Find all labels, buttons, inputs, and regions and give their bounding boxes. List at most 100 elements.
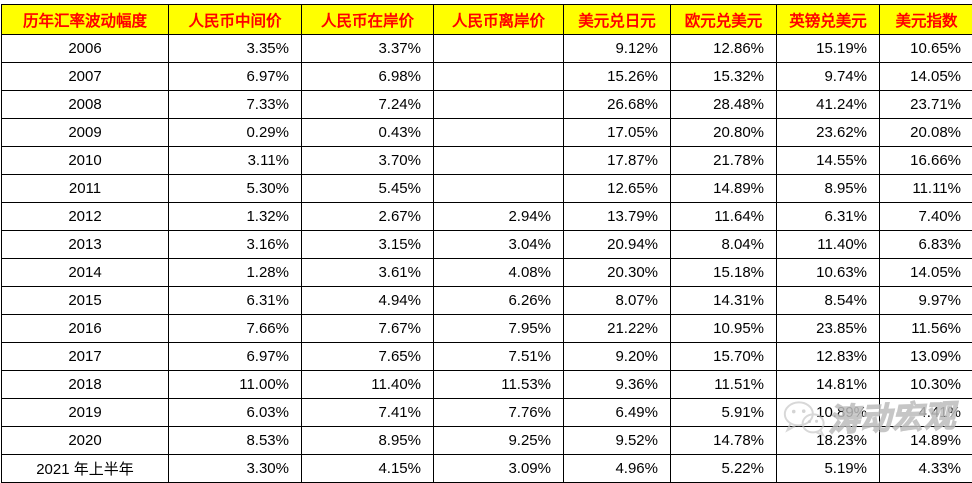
value-cell: 11.64% <box>671 203 777 231</box>
value-cell: 11.40% <box>777 231 880 259</box>
value-cell: 12.65% <box>564 175 671 203</box>
value-cell: 17.87% <box>564 147 671 175</box>
value-cell: 9.12% <box>564 35 671 63</box>
value-cell: 7.95% <box>434 315 564 343</box>
value-cell: 15.32% <box>671 63 777 91</box>
value-cell: 8.04% <box>671 231 777 259</box>
year-cell: 2009 <box>2 119 169 147</box>
value-cell: 13.09% <box>880 343 972 371</box>
header-cell-title: 历年汇率波动幅度 <box>2 5 169 35</box>
value-cell: 11.11% <box>880 175 972 203</box>
value-cell: 11.51% <box>671 371 777 399</box>
year-cell: 2015 <box>2 287 169 315</box>
value-cell: 4.94% <box>302 287 434 315</box>
value-cell: 9.20% <box>564 343 671 371</box>
year-cell: 2014 <box>2 259 169 287</box>
value-cell <box>434 175 564 203</box>
value-cell: 21.78% <box>671 147 777 175</box>
value-cell: 20.30% <box>564 259 671 287</box>
year-cell: 2013 <box>2 231 169 259</box>
value-cell: 20.94% <box>564 231 671 259</box>
value-cell: 15.70% <box>671 343 777 371</box>
year-cell: 2012 <box>2 203 169 231</box>
header-row: 历年汇率波动幅度 人民币中间价 人民币在岸价 人民币离岸价 美元兑日元 欧元兑美… <box>2 5 972 35</box>
value-cell: 3.09% <box>434 455 564 483</box>
value-cell: 23.85% <box>777 315 880 343</box>
value-cell <box>434 119 564 147</box>
value-cell: 14.81% <box>777 371 880 399</box>
value-cell: 23.71% <box>880 91 972 119</box>
value-cell: 9.74% <box>777 63 880 91</box>
value-cell: 26.68% <box>564 91 671 119</box>
exchange-rate-volatility-table: 历年汇率波动幅度 人民币中间价 人民币在岸价 人民币离岸价 美元兑日元 欧元兑美… <box>1 4 972 483</box>
value-cell: 11.40% <box>302 371 434 399</box>
value-cell: 5.45% <box>302 175 434 203</box>
value-cell: 9.97% <box>880 287 972 315</box>
value-cell: 7.24% <box>302 91 434 119</box>
value-cell: 14.89% <box>880 427 972 455</box>
year-cell: 2007 <box>2 63 169 91</box>
value-cell: 3.04% <box>434 231 564 259</box>
value-cell: 14.55% <box>777 147 880 175</box>
value-cell: 17.05% <box>564 119 671 147</box>
header-cell-usd-index: 美元指数 <box>880 5 972 35</box>
value-cell <box>434 91 564 119</box>
value-cell: 9.25% <box>434 427 564 455</box>
value-cell: 8.95% <box>302 427 434 455</box>
value-cell: 1.32% <box>169 203 302 231</box>
year-cell: 2021 年上半年 <box>2 455 169 483</box>
value-cell: 6.31% <box>169 287 302 315</box>
value-cell: 12.86% <box>671 35 777 63</box>
value-cell: 7.40% <box>880 203 972 231</box>
value-cell: 4.08% <box>434 259 564 287</box>
value-cell: 4.15% <box>302 455 434 483</box>
year-cell: 2019 <box>2 399 169 427</box>
value-cell: 6.31% <box>777 203 880 231</box>
header-cell-cny-offshore: 人民币离岸价 <box>434 5 564 35</box>
value-cell: 21.22% <box>564 315 671 343</box>
year-cell: 2006 <box>2 35 169 63</box>
year-cell: 2020 <box>2 427 169 455</box>
value-cell: 14.05% <box>880 259 972 287</box>
value-cell: 7.67% <box>302 315 434 343</box>
value-cell: 5.22% <box>671 455 777 483</box>
value-cell: 41.24% <box>777 91 880 119</box>
value-cell: 5.30% <box>169 175 302 203</box>
value-cell: 8.07% <box>564 287 671 315</box>
year-cell: 2016 <box>2 315 169 343</box>
value-cell: 3.15% <box>302 231 434 259</box>
value-cell: 28.48% <box>671 91 777 119</box>
value-cell: 6.49% <box>564 399 671 427</box>
value-cell: 6.83% <box>880 231 972 259</box>
value-cell: 8.95% <box>777 175 880 203</box>
value-cell: 14.31% <box>671 287 777 315</box>
value-cell: 13.79% <box>564 203 671 231</box>
value-cell: 6.97% <box>169 343 302 371</box>
value-cell: 4.96% <box>564 455 671 483</box>
header-cell-cny-onshore: 人民币在岸价 <box>302 5 434 35</box>
value-cell: 2.67% <box>302 203 434 231</box>
value-cell: 10.63% <box>777 259 880 287</box>
value-cell: 6.26% <box>434 287 564 315</box>
value-cell: 11.00% <box>169 371 302 399</box>
header-cell-cny-midpoint: 人民币中间价 <box>169 5 302 35</box>
value-cell: 20.08% <box>880 119 972 147</box>
header-cell-usdjpy: 美元兑日元 <box>564 5 671 35</box>
header-cell-gbpusd: 英镑兑美元 <box>777 5 880 35</box>
year-cell: 2018 <box>2 371 169 399</box>
value-cell: 7.66% <box>169 315 302 343</box>
value-cell: 0.43% <box>302 119 434 147</box>
value-cell: 14.78% <box>671 427 777 455</box>
value-cell <box>434 63 564 91</box>
